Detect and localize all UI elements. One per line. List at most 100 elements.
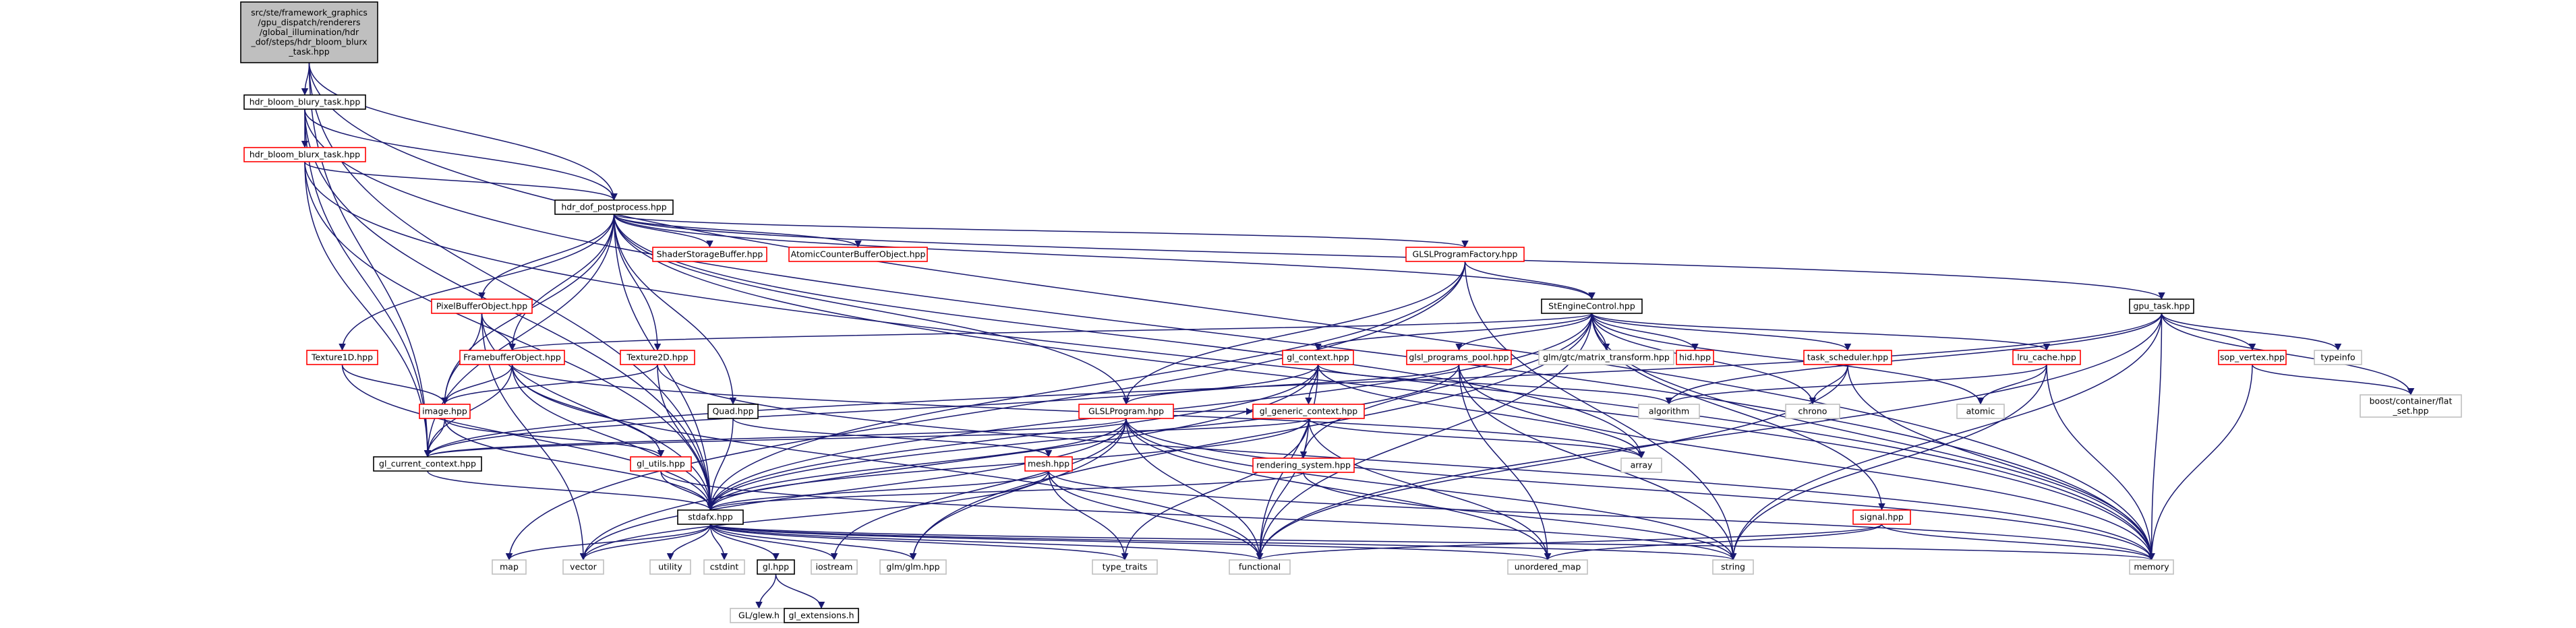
node-gl[interactable]: gl.hpp — [757, 559, 795, 575]
node-box — [1620, 458, 1662, 473]
edge-bloom_x-to-memory — [304, 161, 2155, 561]
edge-gl_generic-to-gl_cur — [424, 418, 1310, 458]
edge-tex2d-to-memory — [657, 364, 2155, 561]
edge-quad-to-stdafx — [707, 418, 734, 511]
node-box — [1956, 404, 2005, 419]
edge-stdafx-to-string — [709, 524, 1736, 561]
edge-tex1d-to-image — [341, 364, 448, 405]
node-typeinfo: typeinfo — [2314, 350, 2362, 365]
node-label: memory — [2134, 562, 2169, 572]
edge-gl-to-glew — [755, 573, 777, 609]
edge-gpu_task-to-algorithm — [1665, 313, 2163, 405]
edge-signal-to-functional — [1256, 524, 1883, 561]
node-quad[interactable]: Quad.hpp — [707, 404, 759, 419]
node-label: iostream — [816, 562, 853, 572]
node-label: hdr_bloom_blury_task.hpp — [250, 97, 361, 107]
node-tex2d[interactable]: Texture2D.hpp — [620, 350, 695, 365]
node-label: array — [1631, 460, 1653, 470]
edge-task_sched-to-chrono — [1809, 364, 1848, 405]
node-label: task_scheduler.hpp — [1807, 352, 1888, 363]
edge-stdafx-to-unordered_map — [709, 524, 1551, 561]
edge-dof_pp-to-array — [613, 214, 1645, 459]
edge-bloom_x-to-dof_pp — [304, 161, 618, 201]
node-label: Quad.hpp — [712, 406, 753, 416]
node-box — [1252, 404, 1365, 419]
node-gl-generic[interactable]: gl_generic_context.hpp — [1252, 404, 1365, 419]
edge-gpu_task-to-string — [1729, 313, 2163, 561]
node-root[interactable]: src/ste/framework_graphics/gpu_dispatch/… — [240, 1, 378, 63]
node-label: lru_cache.hpp — [2017, 352, 2076, 363]
edge-glsl_pool-to-glslprog — [1122, 364, 1460, 405]
node-bloom-x[interactable]: hdr_bloom_blurx_task.hpp — [243, 147, 366, 162]
node-glslpf[interactable]: GLSLProgramFactory.hpp — [1405, 247, 1525, 262]
node-gl-ctx[interactable]: gl_context.hpp — [1282, 350, 1354, 365]
node-box — [373, 456, 482, 472]
node-image[interactable]: image.hpp — [419, 404, 471, 419]
edge-root-to-bloom_y — [301, 62, 310, 96]
edge-ste_ctrl-to-gl_ctx — [1314, 313, 1593, 351]
edge-dof_pp-to-gpu_task — [613, 214, 2165, 300]
node-label: GLSLProgramFactory.hpp — [1413, 249, 1518, 259]
node-acbo[interactable]: AtomicCounterBufferObject.hpp — [788, 247, 928, 262]
node-glslprog[interactable]: GLSLProgram.hpp — [1078, 404, 1174, 419]
node-label: vector — [570, 562, 597, 572]
edge-glsl_pool-to-unordered_map — [1458, 364, 1552, 561]
node-bloom-y[interactable]: hdr_bloom_blury_task.hpp — [243, 94, 366, 110]
node-box — [431, 299, 533, 314]
node-box — [1852, 509, 1911, 525]
node-box — [240, 1, 378, 63]
node-label: typeinfo — [2320, 352, 2355, 363]
node-fbo[interactable]: FramebufferObject.hpp — [459, 350, 565, 365]
node-box — [554, 199, 674, 215]
node-gl-cur[interactable]: gl_current_context.hpp — [373, 456, 482, 472]
node-gl-ext[interactable]: gl_extensions.h — [784, 608, 859, 623]
node-task-sched[interactable]: task_scheduler.hpp — [1803, 350, 1892, 365]
node-map: map — [492, 559, 527, 575]
node-glsl-pool[interactable]: glsl_programs_pool.hpp — [1406, 350, 1512, 365]
node-box — [788, 247, 928, 262]
node-label: PixelBufferObject.hpp — [436, 301, 527, 311]
node-label: gl_generic_context.hpp — [1260, 406, 1358, 416]
node-stdafx[interactable]: stdafx.hpp — [677, 509, 744, 525]
edge-mesh-to-type_traits — [1048, 470, 1129, 561]
node-label: glm/gtc/matrix_transform.hpp — [1543, 352, 1670, 363]
node-label: string — [1721, 562, 1745, 572]
edge-root-to-memory — [308, 62, 2155, 561]
edge-ste_ctrl-to-glsl_pool — [1455, 313, 1593, 351]
edge-dof_pp-to-glslprog — [613, 214, 1130, 405]
node-tex1d[interactable]: Texture1D.hpp — [306, 350, 378, 365]
node-box — [677, 509, 744, 525]
node-dof-pp[interactable]: hdr_dof_postprocess.hpp — [554, 199, 674, 215]
node-gpu-task[interactable]: gpu_task.hpp — [2129, 299, 2194, 314]
node-gl-utils[interactable]: gl_utils.hpp — [630, 456, 692, 472]
node-ssbo[interactable]: ShaderStorageBuffer.hpp — [652, 247, 767, 262]
node-ste-ctrl[interactable]: StEngineControl.hpp — [1541, 299, 1643, 314]
node-mesh[interactable]: mesh.hpp — [1024, 456, 1073, 472]
edge-stdafx-to-gl — [709, 524, 780, 561]
node-box — [620, 350, 695, 365]
edge-ste_ctrl-to-hid — [1591, 313, 1699, 351]
node-box — [649, 559, 691, 575]
node-render-sys[interactable]: rendering_system.hpp — [1252, 458, 1355, 473]
node-box — [1541, 299, 1643, 314]
node-box — [707, 404, 759, 419]
node-signal[interactable]: signal.hpp — [1852, 509, 1911, 525]
node-sop[interactable]: sop_vertex.hpp — [2218, 350, 2287, 365]
node-label: cstdint — [710, 562, 739, 572]
edge-root-to-gl_cur — [308, 62, 432, 458]
edge-mesh-to-vector — [579, 470, 1049, 561]
node-box — [784, 608, 859, 623]
edge-glslprog-to-gl_cur — [424, 418, 1127, 458]
node-array: array — [1620, 458, 1662, 473]
node-label: hid.hpp — [1679, 352, 1711, 363]
node-label: _set.hpp — [2392, 406, 2428, 416]
node-pbo[interactable]: PixelBufferObject.hpp — [431, 299, 533, 314]
node-label: rendering_system.hpp — [1256, 460, 1351, 470]
node-lru[interactable]: lru_cache.hpp — [2012, 350, 2081, 365]
node-boost-flat: boost/container/flat_set.hpp — [2360, 394, 2462, 418]
node-glew: GL/glew.h — [730, 608, 788, 623]
edge-mesh-to-stdafx — [707, 470, 1049, 511]
node-hid[interactable]: hid.hpp — [1676, 350, 1714, 365]
node-label: StEngineControl.hpp — [1548, 301, 1635, 311]
edge-gl_generic-to-array — [1308, 418, 1645, 459]
